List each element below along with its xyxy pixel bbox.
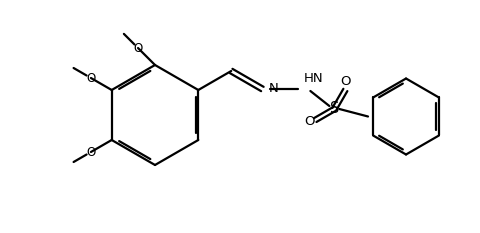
Text: O: O (304, 116, 314, 129)
Text: O: O (340, 75, 350, 89)
Text: O: O (133, 41, 143, 55)
Text: N: N (268, 82, 278, 96)
Text: O: O (86, 72, 96, 85)
Text: O: O (86, 145, 96, 158)
Text: S: S (330, 102, 339, 116)
Text: HN: HN (303, 72, 323, 86)
